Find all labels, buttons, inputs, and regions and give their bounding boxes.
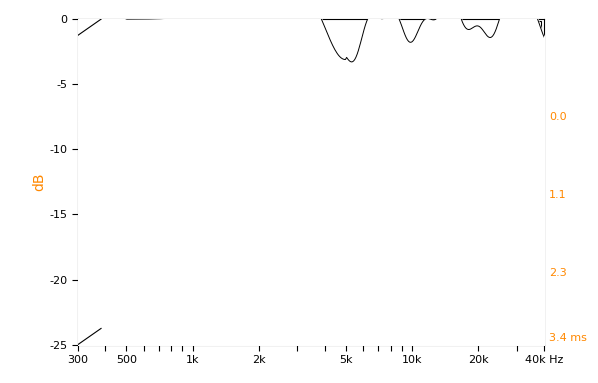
- Text: CLIO: CLIO: [504, 22, 539, 36]
- Text: 2.3: 2.3: [549, 268, 566, 278]
- Text: 0.0: 0.0: [549, 112, 566, 122]
- Text: 1.1: 1.1: [549, 190, 566, 200]
- Y-axis label: dB: dB: [32, 173, 47, 191]
- Text: 3.4 ms: 3.4 ms: [549, 333, 587, 343]
